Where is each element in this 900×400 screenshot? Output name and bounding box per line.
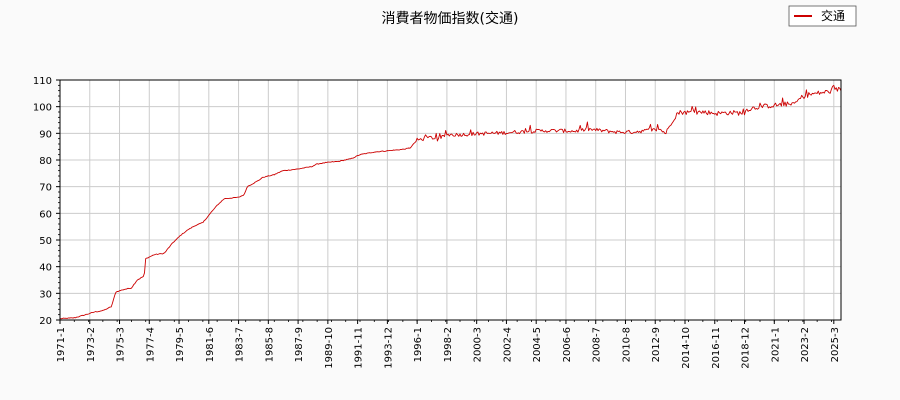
x-tick-label: 1983-7 <box>235 327 246 362</box>
y-tick-label: 30 <box>39 289 52 300</box>
axes: 20 30 40 50 60 70 80 90 100 110 1971-1 1973-2 1975-3… <box>33 76 842 369</box>
x-tick-label: 1973-2 <box>86 327 97 362</box>
x-tick-label: 2010-8 <box>621 327 632 362</box>
legend-box <box>788 5 857 27</box>
x-tick-label: 1975-3 <box>116 327 127 362</box>
y-tick-label: 40 <box>39 263 52 274</box>
x-tick-label: 2000-3 <box>473 327 484 362</box>
legend: 交通 <box>788 5 857 27</box>
x-tick-label: 2018-12 <box>741 327 752 369</box>
x-tick-label: 1993-12 <box>383 327 394 369</box>
y-tick-label: 80 <box>39 156 52 167</box>
plot-frame <box>59 79 842 321</box>
x-tick-label: 2023-2 <box>800 327 811 362</box>
x-tick-label: 1989-10 <box>324 327 335 369</box>
x-tick-label: 1996-1 <box>413 327 424 362</box>
y-tick-label: 90 <box>39 129 52 140</box>
x-tick-label: 2008-7 <box>592 327 603 362</box>
plot-area <box>60 80 841 320</box>
x-tick-label: 2025-3 <box>830 327 841 362</box>
x-tick-label: 1985-8 <box>264 327 275 362</box>
series-line <box>59 84 842 320</box>
y-tick-label: 20 <box>39 316 52 327</box>
x-tick-label: 2006-6 <box>562 327 573 362</box>
x-tick-label: 1987-9 <box>294 327 305 362</box>
y-tick-label: 100 <box>33 103 52 114</box>
chart-title: 消費者物価指数(交通) <box>382 10 519 27</box>
y-tick-label: 50 <box>39 236 52 247</box>
grid <box>59 79 841 321</box>
y-tick-label: 70 <box>39 183 52 194</box>
x-tick-label: 1991-11 <box>354 327 365 369</box>
x-tick-label: 1998-2 <box>443 327 454 362</box>
x-tick-label: 2004-5 <box>532 327 543 362</box>
x-tick-label: 2016-11 <box>711 327 722 369</box>
series-layer <box>59 84 842 320</box>
x-tick-label: 2002-4 <box>502 327 513 362</box>
y-tick-label: 110 <box>33 76 52 87</box>
x-tick-label: 2012-9 <box>651 327 662 362</box>
x-tick-label: 2014-10 <box>681 327 692 369</box>
x-tick-label: 2021-1 <box>770 327 781 362</box>
x-tick-label: 1971-1 <box>56 327 67 362</box>
x-tick-label: 1979-5 <box>175 327 186 362</box>
x-tick-label: 1977-4 <box>145 327 156 362</box>
x-tick-label: 1981-6 <box>205 327 216 362</box>
legend-label: 交通 <box>821 8 845 23</box>
y-tick-label: 60 <box>39 209 52 220</box>
